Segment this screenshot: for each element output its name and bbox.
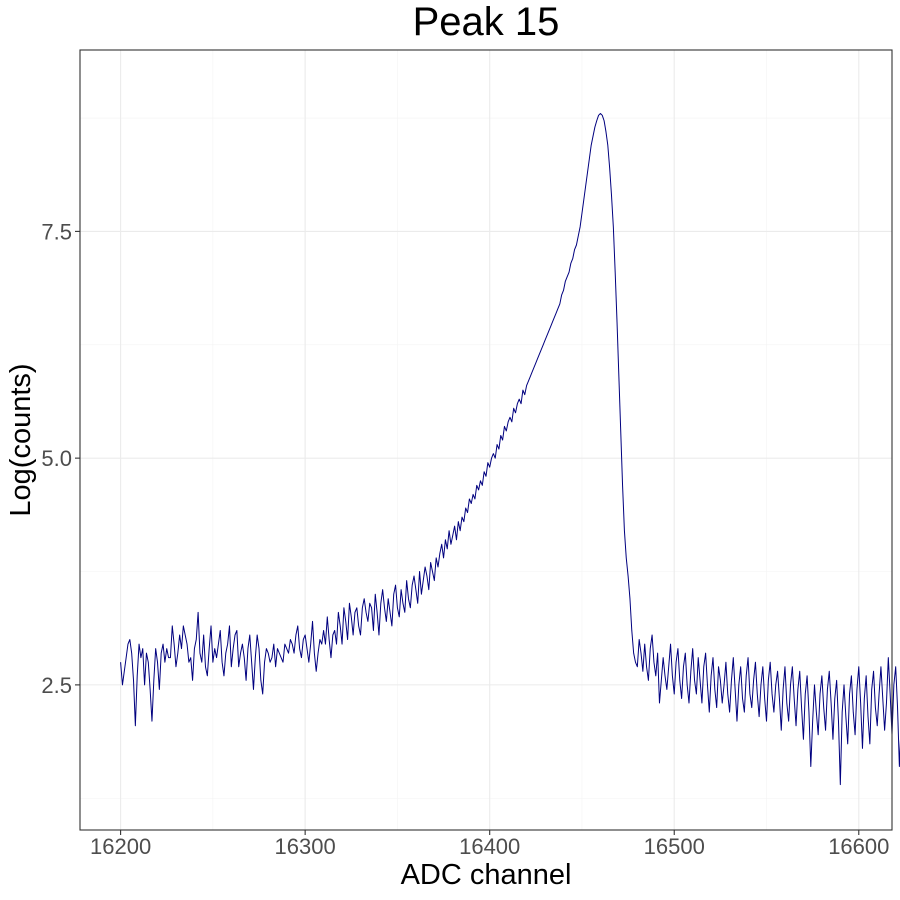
grid (80, 50, 892, 830)
x-axis-title: ADC channel (401, 859, 572, 891)
series-line (120, 112, 900, 786)
y-tick-label: 5.0 (41, 446, 72, 471)
x-tick-label: 16300 (275, 834, 336, 859)
x-tick-label: 16400 (459, 834, 520, 859)
axis-ticks: 16200 16300 16400 16500 16600 2.5 5.0 7.5 (41, 219, 889, 859)
y-axis-title: Log(counts) (5, 363, 37, 516)
chart-title: Peak 15 (413, 0, 560, 44)
x-tick-label: 16200 (90, 834, 151, 859)
plot-panel (79, 49, 893, 831)
y-tick-label: 2.5 (41, 673, 72, 698)
x-tick-label: 16500 (644, 834, 705, 859)
y-tick-label: 7.5 (41, 219, 72, 244)
x-tick-label: 16600 (828, 834, 889, 859)
